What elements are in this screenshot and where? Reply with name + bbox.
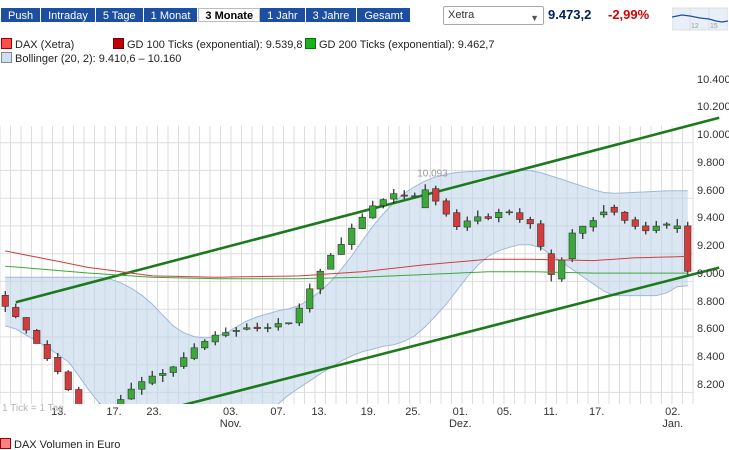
svg-text:15: 15 [710,23,718,30]
svg-text:10.093: 10.093 [417,168,448,179]
svg-text:12: 12 [691,23,699,30]
